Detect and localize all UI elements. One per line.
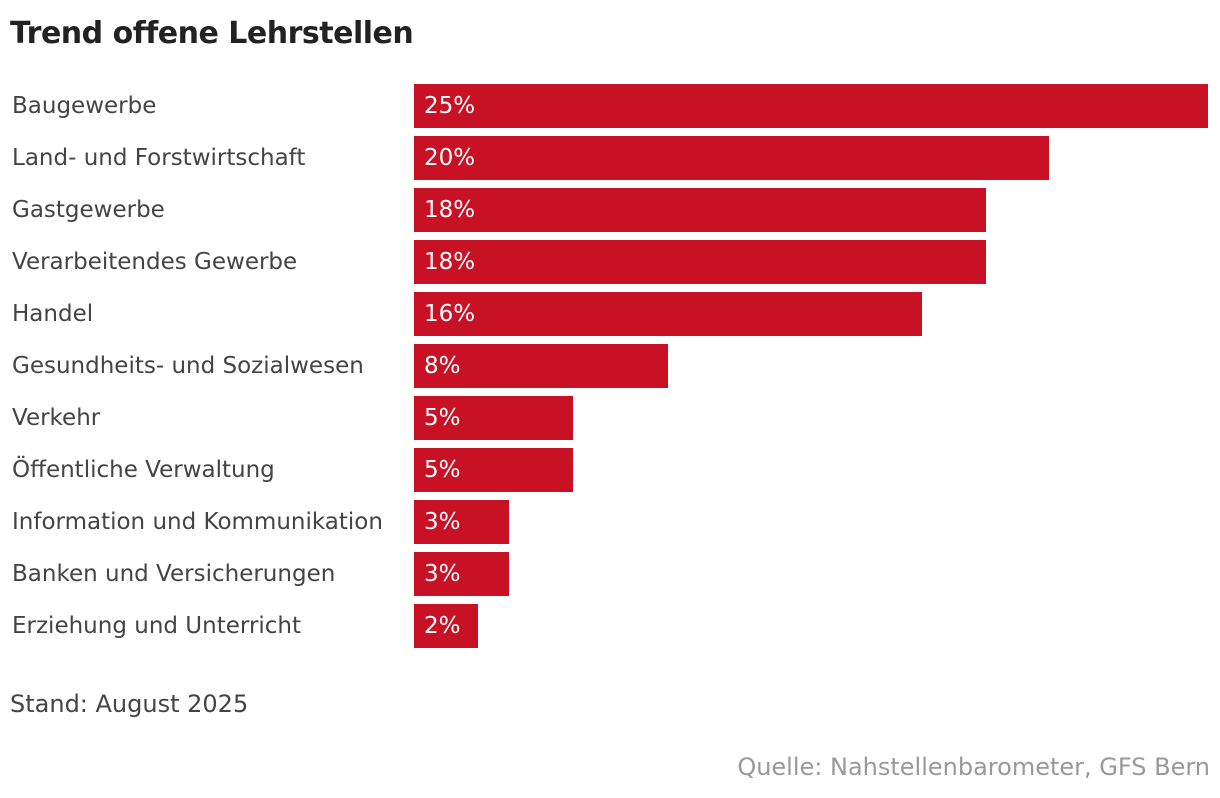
category-label: Öffentliche Verwaltung bbox=[12, 457, 275, 483]
category-label: Erziehung und Unterricht bbox=[12, 613, 302, 639]
value-label: 18% bbox=[424, 197, 476, 223]
value-label: 16% bbox=[424, 301, 476, 327]
category-label: Baugewerbe bbox=[12, 93, 157, 119]
bar bbox=[414, 552, 510, 596]
value-label: 18% bbox=[424, 249, 476, 275]
chart-title: Trend offene Lehrstellen bbox=[10, 16, 414, 51]
bar bbox=[414, 188, 986, 232]
bar bbox=[414, 344, 669, 388]
chart-source: Quelle: Nahstellenbarometer, GFS Bern bbox=[737, 753, 1210, 781]
value-label: 5% bbox=[424, 457, 461, 483]
value-label: 2% bbox=[424, 613, 461, 639]
category-label: Gastgewerbe bbox=[12, 197, 165, 223]
value-label: 20% bbox=[424, 145, 476, 171]
category-label: Handel bbox=[12, 301, 94, 327]
bar bbox=[414, 136, 1050, 180]
category-label: Verkehr bbox=[12, 405, 101, 431]
category-label: Information und Kommunikation bbox=[12, 509, 383, 535]
value-label: 3% bbox=[424, 509, 461, 535]
value-label: 8% bbox=[424, 353, 461, 379]
category-label: Verarbeitendes Gewerbe bbox=[12, 249, 298, 275]
value-label: 3% bbox=[424, 561, 461, 587]
bar bbox=[414, 604, 478, 648]
value-label: 5% bbox=[424, 405, 461, 431]
bar bbox=[414, 448, 573, 492]
chart-note: Stand: August 2025 bbox=[10, 690, 249, 718]
category-label: Land- und Forstwirtschaft bbox=[12, 145, 306, 171]
value-label: 25% bbox=[424, 93, 476, 119]
bar bbox=[414, 396, 573, 440]
bar bbox=[414, 292, 923, 336]
bar bbox=[414, 500, 510, 544]
category-label: Banken und Versicherungen bbox=[12, 561, 336, 587]
bar bbox=[414, 240, 986, 284]
category-label: Gesundheits- und Sozialwesen bbox=[12, 353, 364, 379]
bar bbox=[414, 84, 1208, 128]
